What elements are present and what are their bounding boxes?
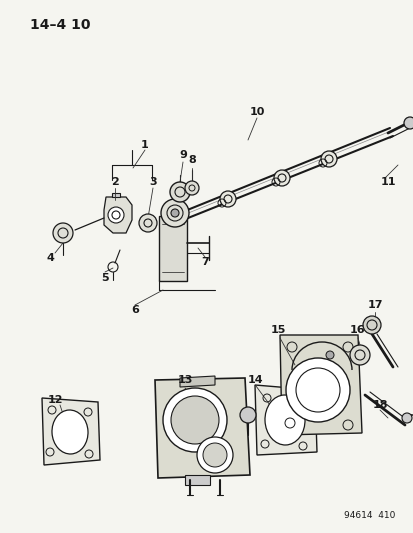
Text: 8: 8	[188, 155, 195, 165]
Bar	[159, 216, 187, 281]
Text: 4: 4	[46, 253, 54, 263]
Ellipse shape	[264, 395, 304, 445]
Text: 18: 18	[371, 400, 387, 410]
Circle shape	[273, 170, 289, 186]
Circle shape	[108, 207, 124, 223]
Text: 14–4 10: 14–4 10	[30, 18, 90, 32]
Text: 9: 9	[179, 150, 187, 160]
Circle shape	[320, 151, 336, 167]
Circle shape	[202, 443, 226, 467]
Circle shape	[401, 413, 411, 423]
Circle shape	[163, 388, 226, 452]
Circle shape	[171, 209, 178, 217]
Polygon shape	[185, 475, 209, 485]
Circle shape	[403, 117, 413, 129]
Circle shape	[170, 182, 190, 202]
Polygon shape	[180, 376, 214, 387]
Text: 13: 13	[177, 375, 192, 385]
Text: 7: 7	[201, 257, 209, 267]
Text: 17: 17	[366, 300, 382, 310]
Text: 10: 10	[249, 107, 264, 117]
Text: 12: 12	[47, 395, 63, 405]
Text: 14: 14	[247, 375, 263, 385]
Polygon shape	[104, 197, 132, 233]
Circle shape	[139, 214, 157, 232]
Text: 94614  410: 94614 410	[343, 511, 394, 520]
Polygon shape	[42, 398, 100, 465]
Text: 16: 16	[349, 325, 365, 335]
Text: 6: 6	[131, 305, 139, 315]
Text: 3: 3	[149, 177, 157, 187]
Text: 5: 5	[101, 273, 109, 283]
Circle shape	[240, 407, 255, 423]
Circle shape	[349, 345, 369, 365]
Text: 11: 11	[379, 177, 395, 187]
Circle shape	[219, 191, 235, 207]
Polygon shape	[154, 378, 249, 478]
Text: 15: 15	[270, 325, 285, 335]
Polygon shape	[254, 385, 316, 455]
Circle shape	[197, 437, 233, 473]
Circle shape	[185, 181, 199, 195]
Text: 2: 2	[111, 177, 119, 187]
Polygon shape	[279, 335, 361, 435]
Circle shape	[53, 223, 73, 243]
Text: 1: 1	[141, 140, 149, 150]
Circle shape	[161, 199, 189, 227]
Circle shape	[325, 351, 333, 359]
Polygon shape	[112, 193, 120, 197]
Ellipse shape	[52, 410, 88, 454]
Circle shape	[171, 396, 218, 444]
Circle shape	[362, 316, 380, 334]
Circle shape	[285, 358, 349, 422]
